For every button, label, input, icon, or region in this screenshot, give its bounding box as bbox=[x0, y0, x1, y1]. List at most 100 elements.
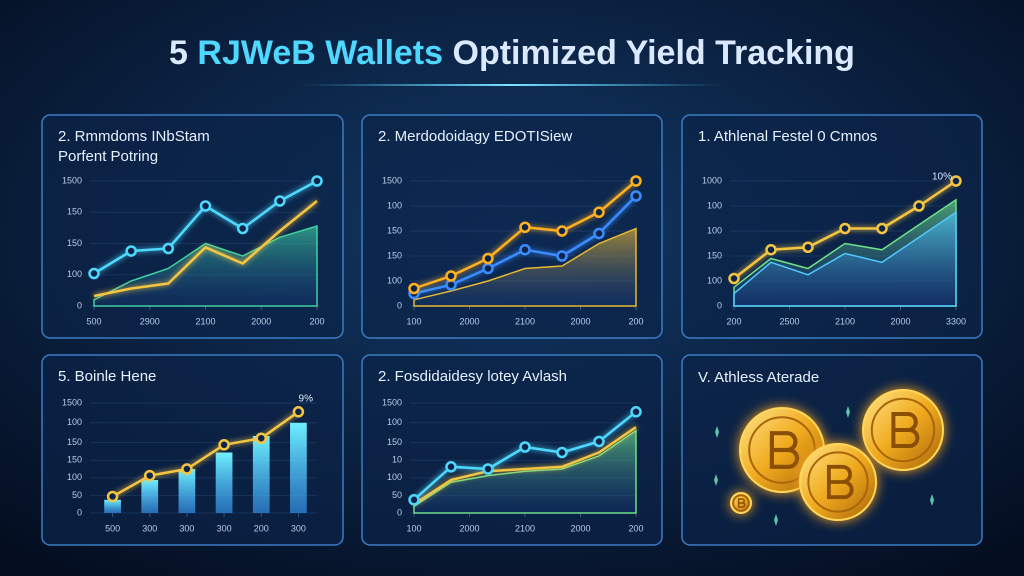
x-tick-label: 3300 bbox=[946, 316, 966, 326]
chart-panel: 2. Rmmdoms INbStam Porfent Potring 0 100 150… bbox=[41, 114, 344, 339]
bar bbox=[215, 452, 233, 513]
sparkle bbox=[846, 406, 850, 418]
point bbox=[181, 463, 193, 475]
point bbox=[630, 406, 642, 418]
x-tick-label: 2900 bbox=[140, 316, 160, 326]
x-tick-label: 2000 bbox=[459, 316, 479, 326]
x-tick-label: 2500 bbox=[779, 316, 799, 326]
area bbox=[733, 210, 957, 307]
panel-title: 1. Athlenal Festel 0 Cmnos bbox=[698, 128, 877, 145]
point bbox=[292, 406, 305, 418]
panel-title: 5. Boinle Hene bbox=[58, 368, 156, 385]
page-title: 5 RJWeB Wallets Optimized Yield Tracking bbox=[169, 34, 855, 72]
coin-symbol bbox=[769, 431, 800, 469]
line bbox=[93, 200, 318, 298]
coin-symbol bbox=[737, 498, 746, 508]
point bbox=[913, 200, 925, 212]
point bbox=[556, 446, 568, 459]
point bbox=[236, 222, 249, 235]
point bbox=[630, 175, 642, 187]
y-tick-label: 100 bbox=[67, 417, 82, 427]
panel-subtitle: Porfent Potring bbox=[58, 148, 158, 165]
y-tick-label: 0 bbox=[77, 507, 82, 517]
point bbox=[106, 490, 119, 503]
title-lead: 5 bbox=[169, 34, 188, 72]
y-tick-label: 100 bbox=[707, 275, 722, 285]
annotation: 10% bbox=[932, 172, 952, 183]
x-tick-label: 2100 bbox=[515, 523, 535, 533]
y-tick-label: 10 bbox=[392, 455, 402, 465]
x-tick-label: 2100 bbox=[835, 316, 855, 326]
x-tick-label: 2000 bbox=[890, 316, 910, 326]
x-tick-label: 300 bbox=[142, 523, 157, 533]
y-tick-label: 150 bbox=[707, 250, 722, 260]
point bbox=[482, 463, 494, 475]
x-tick-label: 500 bbox=[86, 316, 101, 326]
y-tick-label: 1500 bbox=[382, 397, 402, 407]
panel-title: 2. Merdodoidagy EDOTISiew bbox=[378, 128, 572, 145]
point bbox=[162, 242, 175, 255]
panel-title: V. Athless Aterade bbox=[698, 369, 819, 386]
x-tick-label: 2000 bbox=[570, 523, 590, 533]
sparkle bbox=[714, 474, 718, 486]
y-tick-label: 1500 bbox=[62, 397, 82, 407]
point bbox=[765, 244, 777, 256]
coin-rim bbox=[732, 494, 750, 512]
point bbox=[274, 195, 286, 207]
point bbox=[408, 282, 420, 295]
x-tick-label: 200 bbox=[628, 523, 643, 533]
y-tick-label: 100 bbox=[707, 225, 722, 235]
x-tick-label: 200 bbox=[254, 523, 269, 533]
point bbox=[482, 262, 494, 275]
y-tick-label: 100 bbox=[387, 200, 402, 210]
point bbox=[445, 270, 457, 282]
sparkle bbox=[930, 494, 934, 506]
coin-rim bbox=[807, 451, 869, 513]
y-tick-label: 100 bbox=[67, 269, 82, 279]
point bbox=[445, 461, 457, 473]
chart-panel: 2. Merdodoidagy EDOTISiew 0 100 150 150 100 15… bbox=[361, 114, 663, 339]
line bbox=[111, 410, 300, 498]
coin-rim bbox=[870, 397, 936, 463]
x-tick-label: 300 bbox=[217, 523, 232, 533]
point bbox=[88, 267, 100, 280]
panel-title: 2. Fosdidaidesy lotey Avlash bbox=[378, 368, 567, 385]
y-tick-label: 0 bbox=[397, 507, 402, 517]
chart-panel: 1. Athlenal Festel 0 Cmnos 0 100 150 100 100 1… bbox=[681, 114, 983, 339]
y-tick-label: 150 bbox=[67, 455, 82, 465]
point bbox=[593, 435, 605, 448]
x-tick-label: 300 bbox=[291, 523, 306, 533]
coin-panel: V. Athless Aterade bbox=[681, 354, 983, 546]
x-tick-label: 300 bbox=[179, 523, 194, 533]
y-tick-label: 50 bbox=[72, 490, 82, 500]
y-tick-label: 1000 bbox=[702, 175, 722, 185]
y-tick-label: 150 bbox=[67, 437, 82, 447]
y-tick-label: 100 bbox=[707, 200, 722, 210]
y-tick-label: 100 bbox=[387, 472, 402, 482]
point bbox=[950, 175, 962, 187]
coin-symbol bbox=[891, 412, 920, 448]
point bbox=[218, 439, 230, 451]
point bbox=[199, 200, 212, 212]
x-tick-label: 2000 bbox=[251, 316, 271, 326]
sparkle bbox=[774, 514, 778, 526]
x-tick-label: 2100 bbox=[195, 316, 215, 326]
y-tick-label: 150 bbox=[387, 250, 402, 260]
point bbox=[311, 175, 323, 187]
y-tick-label: 1500 bbox=[382, 175, 402, 185]
point bbox=[482, 252, 494, 265]
y-tick-label: 100 bbox=[387, 417, 402, 427]
point bbox=[125, 245, 137, 257]
title-underline bbox=[300, 84, 724, 86]
x-tick-label: 2100 bbox=[515, 316, 535, 326]
point bbox=[255, 432, 267, 444]
area bbox=[413, 429, 637, 514]
point bbox=[408, 494, 420, 506]
y-tick-label: 100 bbox=[67, 472, 82, 482]
y-tick-label: 100 bbox=[387, 275, 402, 285]
sparkle bbox=[715, 426, 719, 438]
title-highlight: RJWeB Wallets bbox=[197, 34, 443, 72]
title-rest: Optimized Yield Tracking bbox=[453, 34, 855, 72]
